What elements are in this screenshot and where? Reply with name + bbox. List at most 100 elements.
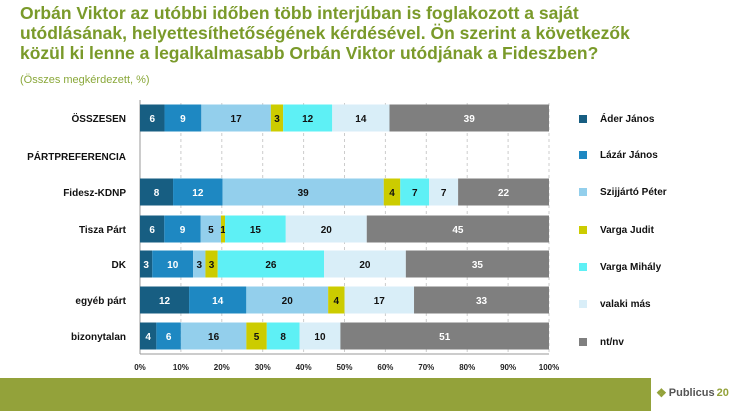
bar-segment [225,215,286,243]
data-label: 15 [250,225,262,236]
bar-segment [140,215,165,243]
bar-segment [152,250,194,278]
logo-number: 20 [716,387,729,399]
legend-swatch [579,226,587,234]
bar-segment [383,178,401,206]
bar-segment [164,104,202,132]
publicus-logo: ❖ Publicus 20 [656,386,729,400]
x-tick-label: 90% [500,363,516,372]
bar-segment [405,250,549,278]
data-label: 17 [374,296,386,307]
data-label: 3 [197,260,203,271]
bar-segment [222,178,384,206]
bar-segment [140,178,174,206]
bar-segment [140,286,190,314]
x-tick-label: 70% [418,363,434,372]
bar-segment [414,286,549,314]
bar-segment [332,104,390,132]
data-label: 5 [208,225,214,236]
bar-segment [324,250,406,278]
data-label: 6 [149,225,155,236]
data-label: 4 [145,332,151,343]
data-label: 16 [208,332,220,343]
legend-label: nt/nv [600,337,624,348]
bar-segment [270,104,284,132]
chart-subtitle: (Összes megkérdezett, %) [20,74,150,86]
bar-segment [140,322,157,350]
bar-segment [205,250,218,278]
data-label: 12 [159,296,171,307]
x-tick-label: 60% [377,363,393,372]
bar-segment [217,250,325,278]
category-label: PÁRTPREFERENCIA [27,150,126,163]
data-label: 6 [166,332,172,343]
bar-segment [140,104,165,132]
x-tick-label: 0% [134,363,146,372]
data-label: 39 [464,114,476,125]
x-tick-label: 30% [255,363,271,372]
legend-label: Áder János [600,112,655,125]
data-label: 7 [412,188,418,199]
category-label: egyéb párt [75,296,126,307]
data-label: 9 [180,114,186,125]
data-label: 12 [302,114,314,125]
data-label: 39 [298,188,310,199]
legend-label: Varga Mihály [600,262,662,273]
bar-segment [164,215,201,243]
data-label: 7 [441,188,447,199]
data-label: 3 [274,114,280,125]
data-label: 9 [180,225,186,236]
data-label: 35 [472,260,484,271]
data-label: 20 [321,225,333,236]
bar-segment [246,286,329,314]
x-tick-label: 50% [336,363,352,372]
bar-segment [283,104,333,132]
bar-segment [200,215,221,243]
category-label: ÖSSZESEN [72,112,126,125]
bar-segment [266,322,300,350]
data-label: 5 [254,332,260,343]
category-label: Tisza Párt [79,225,127,236]
data-label: 4 [334,296,340,307]
footer-bar [0,378,651,411]
bar-segment [189,286,247,314]
bar-segment [140,250,153,278]
legend-swatch [579,115,587,123]
data-label: 8 [154,188,160,199]
data-label: 20 [282,296,294,307]
data-label: 10 [167,260,179,271]
category-label: bizonytalan [71,332,126,343]
data-label: 4 [389,188,395,199]
category-label: Fidesz-KDNP [63,188,126,199]
bar-segment [180,322,247,350]
bar-segment [458,178,549,206]
data-label: 14 [355,114,367,125]
x-tick-label: 100% [539,363,559,372]
bar-segment [285,215,367,243]
bar-segment [246,322,267,350]
data-label: 8 [280,332,286,343]
bar-segment [193,250,206,278]
data-label: 51 [439,332,451,343]
legend-label: valaki más [600,299,651,310]
x-tick-label: 20% [214,363,230,372]
legend-swatch [579,338,587,346]
bar-segment [328,286,345,314]
data-label: 14 [212,296,224,307]
x-tick-label: 80% [459,363,475,372]
bar-segment [173,178,223,206]
data-label: 1 [220,225,226,236]
legend-label: Szijjártó Péter [600,187,667,198]
legend-label: Lázár János [600,150,658,161]
data-label: 3 [209,260,215,271]
bar-segment [344,286,415,314]
logo-name: Publicus [668,387,715,399]
bar-segment [220,215,226,243]
x-tick-label: 10% [173,363,189,372]
category-label: DK [112,260,127,271]
bar-segment [366,215,549,243]
bar-segment [429,178,459,206]
bar-segment [299,322,341,350]
data-label: 22 [498,188,510,199]
